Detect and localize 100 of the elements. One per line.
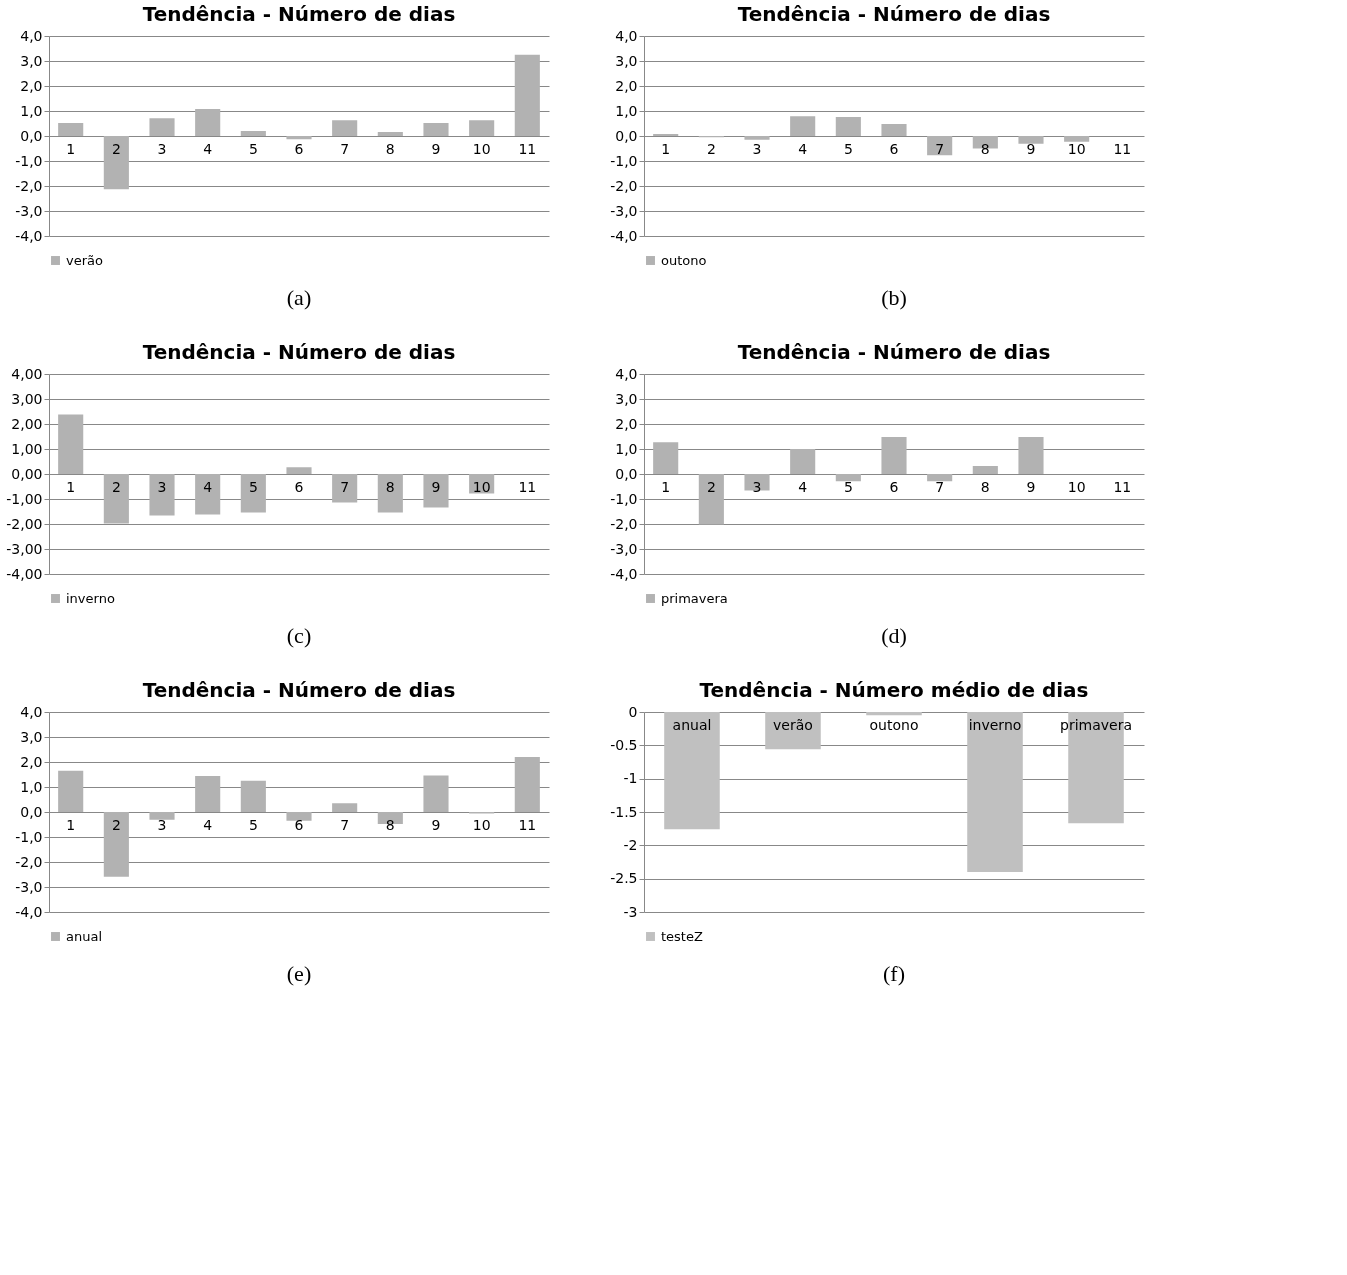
x-tick-label: 4 xyxy=(798,140,808,157)
bar xyxy=(835,117,861,136)
x-tick-label: 4 xyxy=(203,816,213,833)
x-tick-label: outono xyxy=(869,716,919,733)
bar xyxy=(58,414,84,474)
y-tick-label: -2,0 xyxy=(610,177,638,194)
y-tick-label: 0,0 xyxy=(20,803,43,820)
bar xyxy=(149,474,175,516)
x-tick-label: 10 xyxy=(472,140,491,157)
bar xyxy=(653,442,679,474)
y-tick-label: 2,00 xyxy=(11,415,43,432)
y-tick-label: 2,0 xyxy=(20,753,43,770)
y-tick-label: 2,0 xyxy=(615,415,638,432)
text: (c) xyxy=(286,623,312,648)
x-tick-label: 1 xyxy=(66,478,76,495)
bar xyxy=(103,474,129,524)
text: (d) xyxy=(881,623,907,648)
bar xyxy=(790,449,816,474)
x-tick-label: 11 xyxy=(518,140,537,157)
y-tick-label: 0 xyxy=(628,703,638,720)
x-tick-label: 10 xyxy=(472,816,491,833)
legend-label: anual xyxy=(66,928,103,944)
chart-title: Tendência - Número de dias xyxy=(142,678,456,702)
x-tick-label: 10 xyxy=(1067,140,1086,157)
y-tick-label: 3,0 xyxy=(20,52,43,69)
bar xyxy=(881,437,907,474)
x-tick-label: 3 xyxy=(157,478,167,495)
x-tick-label: 2 xyxy=(111,140,121,157)
bar xyxy=(332,120,358,136)
bar xyxy=(286,136,312,140)
bar xyxy=(149,118,175,136)
bar xyxy=(469,120,495,136)
bar xyxy=(240,474,266,513)
x-tick-label: 4 xyxy=(203,478,213,495)
y-tick-label: -1,0 xyxy=(15,152,43,169)
legend-label: verão xyxy=(66,252,103,268)
y-tick-label: 1,0 xyxy=(615,440,638,457)
y-tick-label: -2,00 xyxy=(6,515,43,532)
bar xyxy=(744,474,770,491)
chart-title: Tendência - Número de dias xyxy=(737,2,1051,26)
bar xyxy=(240,780,266,812)
x-tick-label: 1 xyxy=(66,140,76,157)
x-tick-label: 9 xyxy=(1026,140,1036,157)
x-tick-label: 9 xyxy=(1026,478,1036,495)
x-tick-label: 8 xyxy=(385,478,395,495)
y-tick-label: -1,00 xyxy=(6,490,43,507)
x-tick-label: 3 xyxy=(157,140,167,157)
x-tick-label: 9 xyxy=(431,140,441,157)
x-tick-label: 4 xyxy=(203,140,213,157)
y-tick-label: -0.5 xyxy=(610,736,638,753)
x-tick-label: 3 xyxy=(752,140,762,157)
x-tick-label: 8 xyxy=(980,478,990,495)
bar xyxy=(423,775,449,812)
chart-title: Tendência - Número de dias xyxy=(737,340,1051,364)
y-tick-label: 1,0 xyxy=(20,102,43,119)
x-tick-label: 7 xyxy=(340,140,350,157)
x-tick-label: 11 xyxy=(518,478,537,495)
y-tick-label: -1,0 xyxy=(610,490,638,507)
bar xyxy=(514,757,540,812)
bar xyxy=(286,467,312,474)
bar xyxy=(195,474,221,515)
y-tick-label: -4,0 xyxy=(15,227,43,244)
y-tick-label: -2.5 xyxy=(610,870,638,887)
y-tick-label: 3,0 xyxy=(615,52,638,69)
y-tick-label: -2,0 xyxy=(15,853,43,870)
x-tick-label: 7 xyxy=(935,140,945,157)
x-tick-label: 7 xyxy=(935,478,945,495)
y-tick-label: 0,0 xyxy=(615,465,638,482)
bar xyxy=(881,124,907,136)
x-tick-label: 11 xyxy=(1113,140,1132,157)
x-tick-label: 8 xyxy=(385,816,395,833)
chart-title: Tendência - Número médio de dias xyxy=(699,678,1089,702)
bar xyxy=(103,812,129,877)
y-tick-label: 3,00 xyxy=(11,390,43,407)
y-tick-label: 4,0 xyxy=(615,27,638,44)
x-tick-label: 5 xyxy=(248,478,258,495)
chart-title: Tendência - Número de dias xyxy=(142,2,456,26)
y-tick-label: -1,0 xyxy=(15,828,43,845)
y-tick-label: -1,0 xyxy=(610,152,638,169)
y-tick-label: -3,0 xyxy=(610,540,638,557)
text: (f) xyxy=(883,961,905,986)
chart-title: Tendência - Número de dias xyxy=(142,340,456,364)
bar xyxy=(1064,136,1090,142)
bar xyxy=(58,123,84,136)
bar xyxy=(377,132,403,136)
legend-label: primavera xyxy=(661,590,728,606)
bar xyxy=(423,123,449,136)
x-tick-label: 7 xyxy=(340,478,350,495)
x-tick-label: inverno xyxy=(968,716,1022,733)
bar xyxy=(927,474,953,482)
y-tick-label: 3,0 xyxy=(20,728,43,745)
x-tick-label: 3 xyxy=(752,478,762,495)
x-tick-label: 6 xyxy=(889,478,899,495)
y-tick-label: 4,0 xyxy=(20,703,43,720)
y-tick-label: -3,00 xyxy=(6,540,43,557)
legend-label: outono xyxy=(661,252,707,268)
x-tick-label: 5 xyxy=(843,140,853,157)
x-tick-label: primavera xyxy=(1060,716,1133,733)
x-tick-label: 1 xyxy=(661,478,671,495)
bar xyxy=(195,776,221,812)
